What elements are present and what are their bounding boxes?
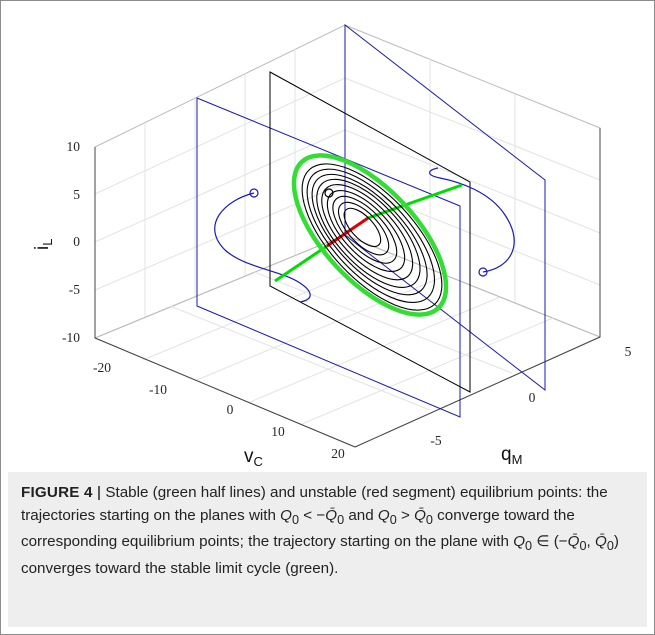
spiral-loop (301, 163, 443, 311)
z-tick: 5 (73, 187, 80, 202)
start-point-left (249, 188, 259, 198)
trajectory-left (214, 192, 311, 303)
plane-middle (269, 71, 471, 393)
z-axis-label: iL (32, 239, 55, 250)
trajectory-right (429, 167, 515, 273)
stable-half-line-upper (367, 183, 463, 220)
figure-caption: FIGURE 4 | Stable (green half lines) and… (21, 484, 619, 577)
caption-separator: | (96, 484, 102, 501)
figure-label: FIGURE 4 (21, 484, 93, 501)
spiral-loop (326, 189, 406, 273)
grid-lines (93, 24, 602, 448)
y-tick-labels: -5 0 5 (430, 344, 631, 448)
spiral-trajectory (301, 163, 443, 311)
plane-right (344, 23, 546, 392)
x-tick: 10 (271, 424, 285, 439)
y-axis-label: qM (501, 444, 522, 467)
z-tick: 10 (67, 139, 81, 154)
y-tick: 5 (625, 344, 632, 359)
start-point-right (478, 267, 488, 277)
spiral-loop (316, 178, 421, 288)
y-tick: 0 (529, 390, 536, 405)
plane-left (196, 97, 461, 418)
spiral-loop (311, 173, 428, 296)
spiral-loop (338, 201, 390, 256)
start-point-middle (324, 188, 334, 198)
x-tick: 0 (227, 402, 234, 417)
phase-portrait-3d: 10 5 0 -5 -10 -20 -10 0 10 20 -5 0 5 iL … (32, 23, 632, 469)
stable-half-line-lower (274, 244, 328, 283)
stable-limit-cycle (291, 153, 449, 317)
spiral-loop (321, 184, 414, 281)
spiral-loop (343, 207, 382, 248)
x-axis-label: vC (244, 446, 263, 469)
z-tick: -5 (69, 282, 80, 297)
caption-box: FIGURE 4 | Stable (green half lines) and… (8, 472, 647, 627)
x-tick-labels: -20 -10 0 10 20 (93, 360, 345, 461)
spiral-loop (332, 195, 398, 264)
z-tick: -10 (62, 330, 80, 345)
box-edges (94, 128, 601, 448)
x-tick: -10 (149, 382, 167, 397)
z-tick: 0 (73, 234, 80, 249)
x-tick: -20 (93, 360, 111, 375)
caption-text: Stable (green half lines) and unstable (… (21, 484, 608, 524)
x-tick: 20 (331, 446, 345, 461)
z-tick-labels: 10 5 0 -5 -10 (62, 139, 80, 345)
initial-condition-planes (196, 23, 546, 418)
blue-trajectories (214, 167, 515, 303)
spiral-loop (306, 168, 436, 304)
y-tick: -5 (430, 433, 441, 448)
